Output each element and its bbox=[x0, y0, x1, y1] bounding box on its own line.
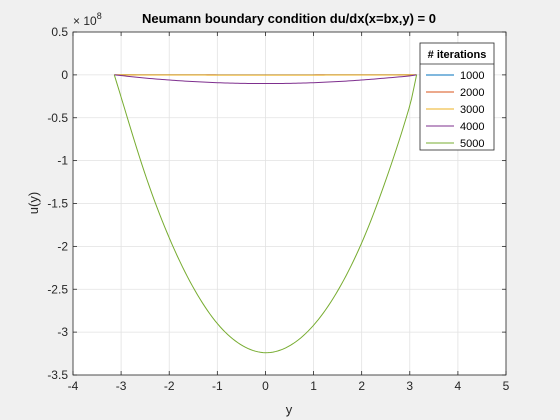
y-tick-label: 0.5 bbox=[51, 25, 68, 39]
y-tick-label: -2.5 bbox=[47, 282, 68, 296]
y-axis-label: u(y) bbox=[26, 192, 41, 214]
legend[interactable]: # iterations 1000 2000 3000 4000 5000 bbox=[419, 42, 495, 151]
y-tick-label: -3.5 bbox=[47, 368, 68, 382]
legend-entries: 1000 2000 3000 4000 5000 bbox=[426, 70, 484, 150]
legend-box bbox=[419, 42, 495, 151]
legend-label: 1000 bbox=[460, 70, 484, 82]
series-line-4000 bbox=[114, 74, 417, 85]
x-tick-label: -3 bbox=[116, 379, 127, 393]
y-tick-labels: 0.5 0 -0.5 -1 -1.5 -2 -2.5 -3 -3.5 bbox=[47, 25, 68, 382]
x-tick-label: 3 bbox=[406, 379, 413, 393]
x-tick-label: 0 bbox=[262, 379, 269, 393]
legend-label: 5000 bbox=[460, 138, 484, 150]
y-tick-label: -1.5 bbox=[47, 197, 68, 211]
y-exponent-label: × 108 bbox=[73, 11, 102, 28]
x-tick-labels: -4 -3 -2 -1 0 1 2 3 4 5 bbox=[68, 379, 510, 393]
y-tick-label: 0 bbox=[61, 68, 68, 82]
ticks bbox=[72, 31, 507, 376]
legend-label: 4000 bbox=[460, 121, 484, 133]
x-tick-label: -1 bbox=[212, 379, 223, 393]
legend-label: 3000 bbox=[460, 104, 484, 116]
legend-label: 2000 bbox=[460, 87, 484, 99]
legend-title: # iterations bbox=[428, 49, 487, 61]
x-tick-label: 5 bbox=[503, 379, 510, 393]
x-tick-label: -4 bbox=[68, 379, 79, 393]
x-tick-label: 2 bbox=[358, 379, 365, 393]
y-tick-label: -1 bbox=[57, 154, 68, 168]
series-lines bbox=[113, 74, 418, 354]
x-tick-label: 1 bbox=[310, 379, 317, 393]
x-tick-label: 4 bbox=[455, 379, 462, 393]
chart-title: Neumann boundary condition du/dx(x=bx,y)… bbox=[142, 11, 436, 26]
y-tick-label: -0.5 bbox=[47, 111, 68, 125]
x-tick-label: -2 bbox=[164, 379, 175, 393]
y-tick-label: -3 bbox=[57, 325, 68, 339]
x-axis-label: y bbox=[286, 402, 293, 417]
y-tick-label: -2 bbox=[57, 239, 68, 253]
series-line-5000 bbox=[113, 74, 418, 354]
